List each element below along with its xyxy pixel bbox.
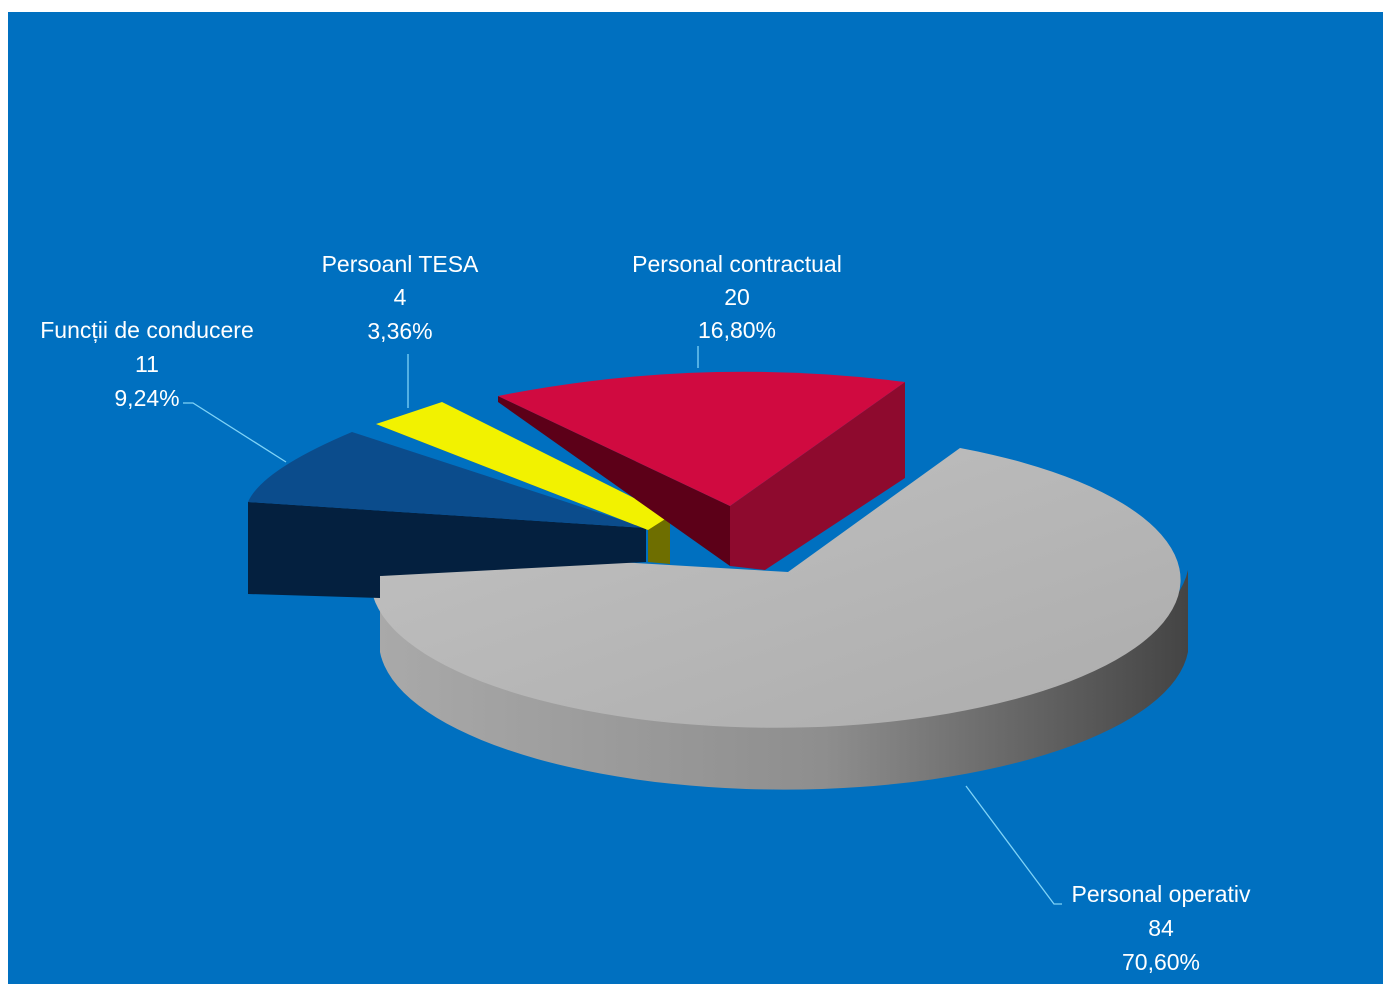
slice-functii-de-conducere [248,432,646,598]
label-contractual-value: 20 [724,284,750,310]
slice-contractual-side-right [730,382,905,570]
label-operativ-name: Personal operativ [1072,881,1251,907]
slice-functii-side [248,502,646,598]
label-tesa-value: 4 [394,284,407,310]
leader-lines [183,346,1062,905]
leader-line-functii [183,402,287,463]
slice-personal-operativ-top [370,448,1181,728]
label-functii-percent: 9,24% [114,385,179,411]
leader-line-operativ [965,785,1062,905]
slice-personal-operativ-side [380,568,1188,790]
label-contractual-percent: 16,80% [698,317,776,343]
slice-contractual-top [498,371,905,506]
label-functii-de-conducere: Funcții de conducere 11 9,24% [40,317,254,411]
slice-personal-operativ [370,448,1188,790]
slice-contractual-side-left [498,396,730,566]
label-personal-contractual: Personal contractual 20 16,80% [632,251,842,343]
label-tesa-name: Persoanl TESA [322,251,479,277]
slice-functii-top [248,432,646,528]
label-personal-operativ: Personal operativ 84 70,60% [1072,881,1251,975]
label-functii-name: Funcții de conducere [40,317,254,343]
label-operativ-percent: 70,60% [1122,949,1200,975]
slice-tesa-top [376,402,670,530]
slice-persoanl-tesa [376,402,670,564]
label-persoanl-tesa: Persoanl TESA 4 3,36% [322,251,479,344]
label-operativ-value: 84 [1148,915,1174,941]
label-tesa-percent: 3,36% [367,318,432,344]
slice-personal-contractual [498,371,905,570]
label-contractual-name: Personal contractual [632,251,842,277]
label-functii-value: 11 [135,351,159,377]
